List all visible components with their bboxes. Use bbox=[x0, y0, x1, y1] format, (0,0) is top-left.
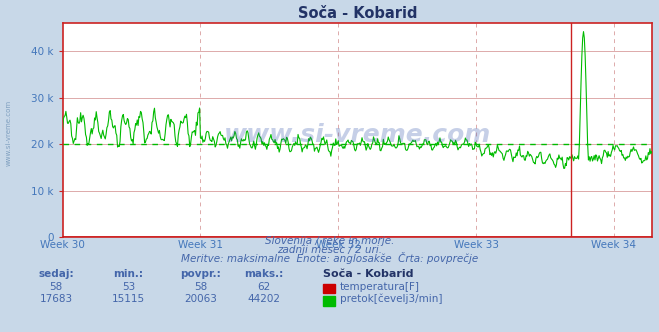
Text: sedaj:: sedaj: bbox=[38, 269, 74, 279]
Text: 58: 58 bbox=[194, 282, 208, 291]
Text: 20063: 20063 bbox=[185, 294, 217, 304]
Text: Meritve: maksimalne  Enote: anglosakše  Črta: povprečje: Meritve: maksimalne Enote: anglosakše Čr… bbox=[181, 252, 478, 264]
Text: www.si-vreme.com: www.si-vreme.com bbox=[5, 100, 12, 166]
Text: 15115: 15115 bbox=[112, 294, 145, 304]
Text: povpr.:: povpr.: bbox=[181, 269, 221, 279]
Text: www.si-vreme.com: www.si-vreme.com bbox=[224, 123, 491, 147]
Text: 44202: 44202 bbox=[247, 294, 280, 304]
Text: min.:: min.: bbox=[113, 269, 144, 279]
Text: Soča - Kobarid: Soča - Kobarid bbox=[323, 269, 413, 279]
Text: pretok[čevelj3/min]: pretok[čevelj3/min] bbox=[340, 293, 443, 304]
Text: 62: 62 bbox=[257, 282, 270, 291]
Text: zadnji mesec / 2 uri.: zadnji mesec / 2 uri. bbox=[277, 245, 382, 255]
Text: 17683: 17683 bbox=[40, 294, 72, 304]
Text: Slovenija / reke in morje.: Slovenija / reke in morje. bbox=[265, 236, 394, 246]
Title: Soča - Kobarid: Soča - Kobarid bbox=[298, 6, 417, 21]
Text: 58: 58 bbox=[49, 282, 63, 291]
Text: temperatura[F]: temperatura[F] bbox=[340, 282, 420, 291]
Text: 53: 53 bbox=[122, 282, 135, 291]
Text: maks.:: maks.: bbox=[244, 269, 283, 279]
